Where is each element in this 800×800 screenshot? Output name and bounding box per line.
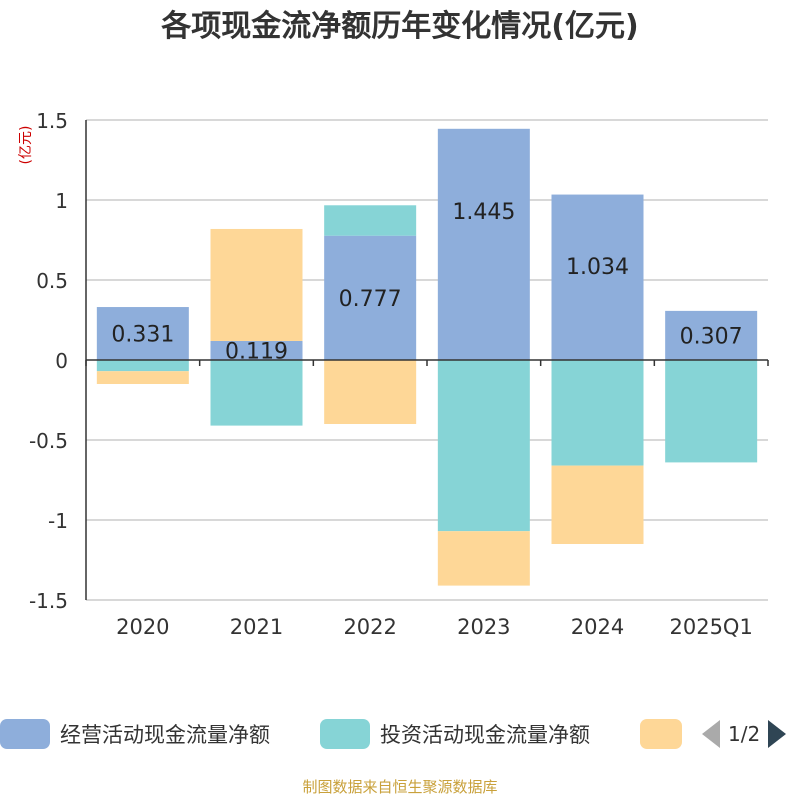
data-label: 0.777 xyxy=(339,287,402,312)
y-tick-label: -1 xyxy=(48,509,68,533)
bar-series-0-2023 xyxy=(437,128,530,360)
legend-pager: 1/2 xyxy=(702,716,787,752)
bar-series-2-2024 xyxy=(551,465,644,544)
bar-series-1-2023 xyxy=(437,360,530,532)
legend-swatch-investing xyxy=(320,719,370,749)
x-tick-label: 2025Q1 xyxy=(669,615,752,639)
data-label: 1.445 xyxy=(452,200,515,225)
data-source-note: 制图数据来自恒生聚源数据库 xyxy=(302,778,498,796)
bar-series-1-2021 xyxy=(210,360,303,426)
x-tick-label: 2023 xyxy=(457,615,510,639)
bar-series-2-2021 xyxy=(210,228,303,341)
bar-series-1-2025Q1 xyxy=(665,360,758,463)
x-tick-label: 2024 xyxy=(571,615,624,639)
bar-series-1-2022 xyxy=(324,205,417,236)
bar-series-0-2021 xyxy=(210,340,303,360)
chart: 各项现金流净额历年变化情况(亿元) (亿元) 1.5 1 0.5 0 -0.5 -1 -1.… xyxy=(18,9,769,639)
grid-lines xyxy=(86,119,768,601)
bar-series-0-2025Q1 xyxy=(665,310,758,360)
bar-series-0-2020 xyxy=(96,307,189,360)
legend-swatch-third xyxy=(640,719,682,749)
bar-series-2-2023 xyxy=(437,531,530,586)
axes: 1.5 1 0.5 0 -0.5 -1 -1.5 2020 2021 2022 2023 2024 20… xyxy=(29,109,769,639)
data-label: 0.119 xyxy=(225,339,288,364)
chart-title: 各项现金流净额历年变化情况(亿元) xyxy=(160,9,638,44)
legend-next-page-icon[interactable] xyxy=(768,720,787,748)
y-tick-label: 1.5 xyxy=(36,109,68,133)
data-labels: 0.331 0.119 0.777 1.445 1.034 0.307 xyxy=(111,200,742,365)
legend-item-investing[interactable]: 投资活动现金流量净额 xyxy=(320,716,590,752)
legend-label-operating: 经营活动现金流量净额 xyxy=(60,723,270,747)
bar-series-0-2022 xyxy=(324,235,417,360)
x-tick-label: 2022 xyxy=(343,615,396,639)
legend-prev-page-icon[interactable] xyxy=(702,720,720,748)
bar-series-2-2022 xyxy=(324,360,417,424)
bar-series-0-2024 xyxy=(551,194,644,360)
y-tick-label: -0.5 xyxy=(29,429,68,453)
data-label: 0.331 xyxy=(111,323,174,348)
x-tick-label: 2020 xyxy=(116,615,169,639)
legend-swatch-operating xyxy=(0,719,50,749)
bar-series-1-2020 xyxy=(96,360,189,372)
legend: 经营活动现金流量净额 投资活动现金流量净额 1/2 xyxy=(0,716,800,752)
bars xyxy=(96,128,758,586)
data-label: 0.307 xyxy=(680,324,743,349)
y-tick-label: 0 xyxy=(55,349,68,373)
legend-item-third[interactable] xyxy=(640,716,682,752)
y-tick-label: 0.5 xyxy=(36,269,68,293)
bar-series-1-2024 xyxy=(551,360,644,466)
legend-page-indicator: 1/2 xyxy=(728,722,761,746)
y-axis-unit-label: (亿元) xyxy=(18,126,34,165)
y-tick-label: 1 xyxy=(55,189,68,213)
legend-label-investing: 投资活动现金流量净额 xyxy=(380,723,590,747)
bar-series-2-2020 xyxy=(96,371,189,384)
x-tick-label: 2021 xyxy=(230,615,283,639)
data-label: 1.034 xyxy=(566,255,629,280)
legend-item-operating[interactable]: 经营活动现金流量净额 xyxy=(0,716,270,752)
y-tick-label: -1.5 xyxy=(29,589,68,613)
